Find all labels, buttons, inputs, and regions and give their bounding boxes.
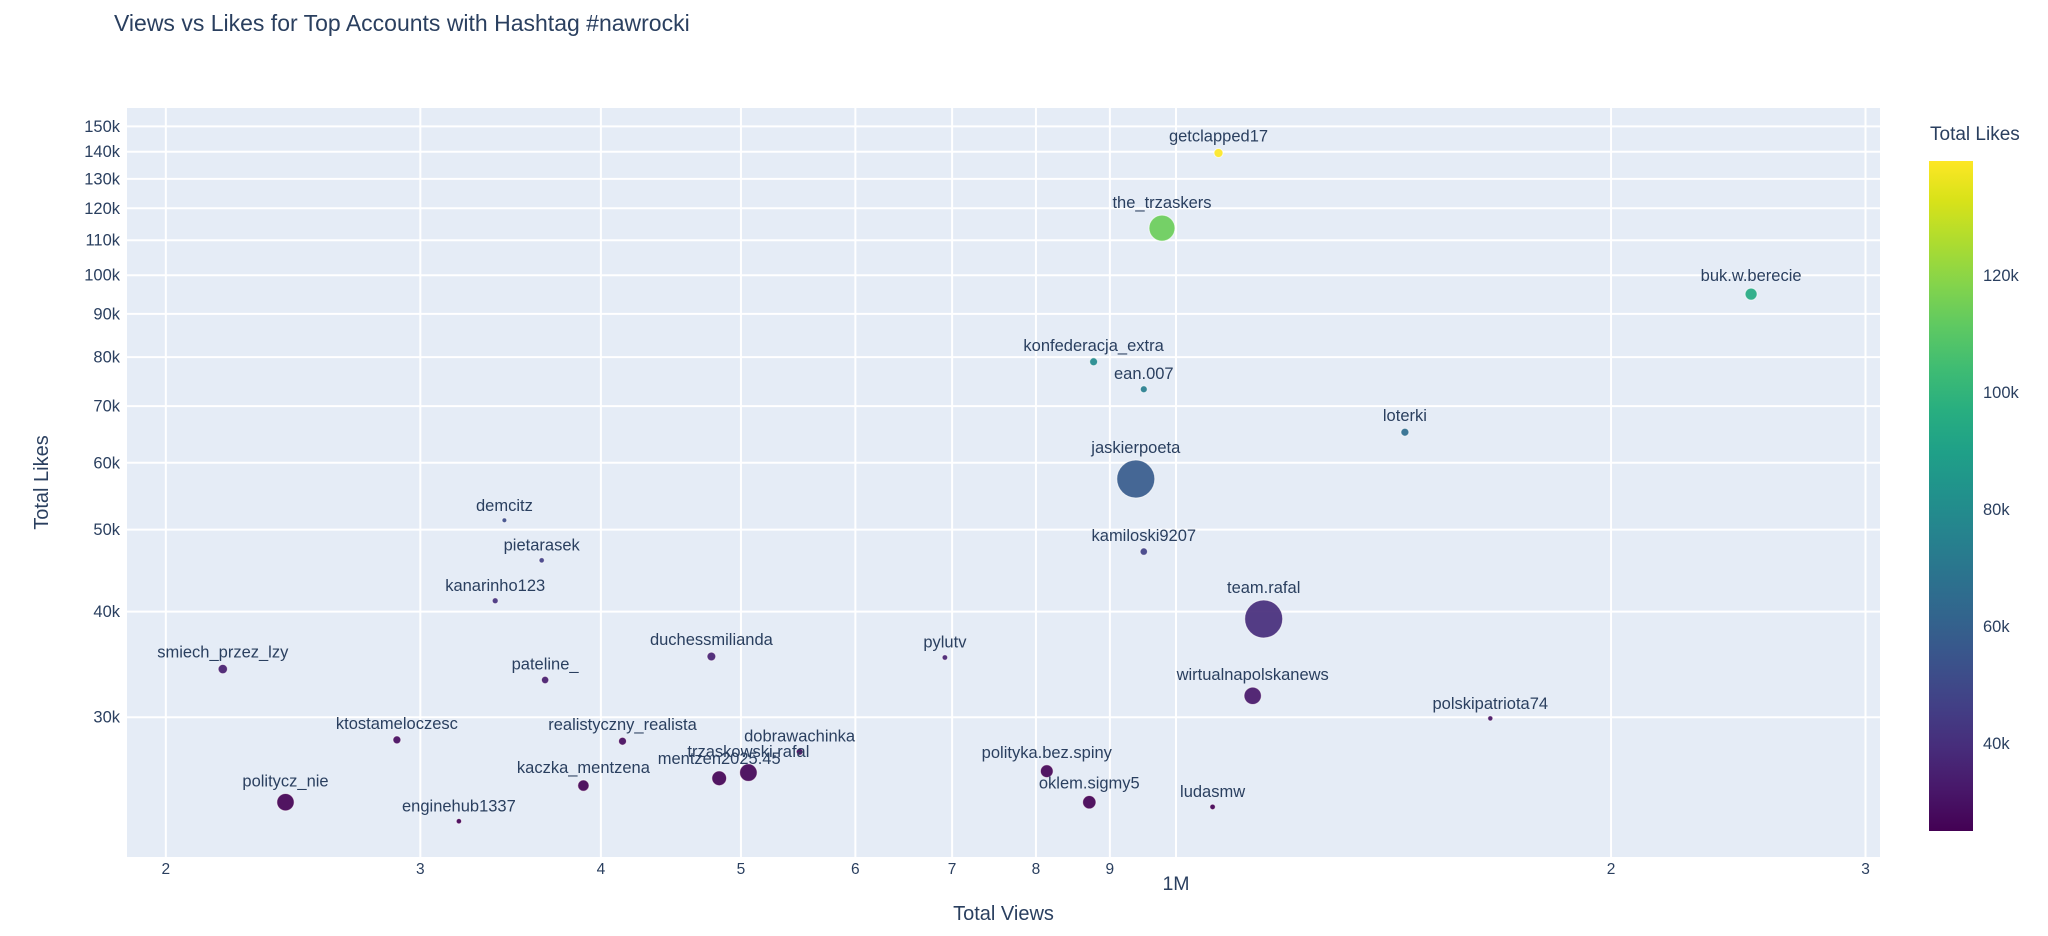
point-label: konfederacja_extra xyxy=(1023,337,1164,355)
point-label: pylutv xyxy=(923,634,967,652)
gridlines xyxy=(127,108,1880,857)
plot-area[interactable] xyxy=(127,108,1880,857)
scatter-point[interactable] xyxy=(1744,287,1758,301)
scatter-point[interactable] xyxy=(739,763,758,782)
scatter-point[interactable] xyxy=(501,517,508,524)
y-tick-label: 80k xyxy=(93,349,120,367)
scatter-point[interactable] xyxy=(1213,148,1224,158)
y-tick-label: 30k xyxy=(93,709,120,727)
point-label: jaskierpoeta xyxy=(1090,439,1181,457)
y-axis-title: Total Likes xyxy=(31,435,53,530)
scatter-point[interactable] xyxy=(455,818,463,825)
scatter-point[interactable] xyxy=(711,770,728,787)
scatter-point[interactable] xyxy=(1082,795,1097,810)
point-label: oklem.sigmy5 xyxy=(1039,775,1140,793)
y-tick-label: 90k xyxy=(93,305,120,323)
colorbar-tick-label: 40k xyxy=(1983,735,2010,753)
x-tick-label: 5 xyxy=(737,861,746,878)
x-tick-label: 3 xyxy=(1861,861,1870,878)
y-tick-label: 140k xyxy=(84,143,121,161)
point-label: the_trzaskers xyxy=(1112,194,1211,212)
point-label: getclapped17 xyxy=(1169,128,1268,146)
point-label: team.rafal xyxy=(1227,579,1300,597)
point-label: ludasmw xyxy=(1180,783,1245,801)
scatter-point[interactable] xyxy=(941,654,949,661)
point-label: duchessmilianda xyxy=(650,631,774,649)
scatter-point[interactable] xyxy=(1116,459,1156,499)
y-tick-label: 50k xyxy=(93,521,120,539)
point-label: polskipatriota74 xyxy=(1433,695,1549,713)
colorbar-tick-label: 120k xyxy=(1983,267,2020,285)
point-label: smiech_przez_lzy xyxy=(157,643,289,661)
x-tick-label: 2 xyxy=(162,861,171,878)
chart-title: Views vs Likes for Top Accounts with Has… xyxy=(114,10,690,36)
scatter-point[interactable] xyxy=(1243,686,1262,705)
x-tick-label: 3 xyxy=(416,861,425,878)
x-tick-label: 1M xyxy=(1162,873,1189,895)
scatter-point[interactable] xyxy=(276,793,295,812)
colorbar-tick-label: 80k xyxy=(1983,501,2010,519)
scatter-point[interactable] xyxy=(1400,427,1410,437)
point-label: ktostameloczesc xyxy=(336,715,458,733)
point-label: ean.007 xyxy=(1114,365,1174,383)
scatter-point[interactable] xyxy=(1039,764,1054,779)
point-label: mentzen2025.45 xyxy=(658,750,781,768)
colorbar-tick-label: 60k xyxy=(1983,618,2010,636)
scatter-point[interactable] xyxy=(1089,357,1099,367)
colorbar-tick-label: 100k xyxy=(1983,384,2020,402)
scatter-point[interactable] xyxy=(217,663,229,675)
y-tick-label: 150k xyxy=(84,118,121,136)
point-label: realistyczny_realista xyxy=(548,716,697,734)
scatter-point[interactable] xyxy=(1244,599,1284,639)
y-tick-label: 100k xyxy=(84,267,121,285)
y-tick-label: 60k xyxy=(93,454,120,472)
scatter-point[interactable] xyxy=(795,747,804,756)
scatter-point[interactable] xyxy=(538,557,545,564)
scatter-point[interactable] xyxy=(540,675,550,685)
x-tick-label: 7 xyxy=(948,861,957,878)
y-tick-label: 70k xyxy=(93,398,120,416)
x-tick-label: 6 xyxy=(851,861,860,878)
scatter-point[interactable] xyxy=(491,597,499,605)
x-axis-title: Total Views xyxy=(953,903,1054,925)
point-label: pateline_ xyxy=(512,655,580,673)
scatter-point[interactable] xyxy=(1487,715,1494,722)
point-label: trzaskowski.rafal xyxy=(687,743,809,761)
scatter-point[interactable] xyxy=(577,779,590,792)
y-tick-label: 110k xyxy=(85,232,120,250)
colorbar-title: Total Likes xyxy=(1930,124,2020,145)
x-tick-label: 4 xyxy=(597,861,606,878)
y-tick-label: 40k xyxy=(93,603,120,621)
point-label: polityka.bez.spiny xyxy=(982,744,1113,762)
point-label: dobrawachinka xyxy=(744,727,856,745)
x-tick-label: 9 xyxy=(1106,861,1115,878)
point-label: kamiloski9207 xyxy=(1092,527,1197,545)
point-label: loterki xyxy=(1383,407,1427,425)
scatter-point[interactable] xyxy=(706,651,717,662)
y-tick-label: 120k xyxy=(84,200,121,218)
scatter-point[interactable] xyxy=(618,736,627,746)
point-label: kanarinho123 xyxy=(445,577,545,595)
scatter-point[interactable] xyxy=(1148,214,1176,242)
point-label: buk.w.berecie xyxy=(1701,267,1802,285)
colorbar xyxy=(1929,161,1973,831)
scatter-point[interactable] xyxy=(392,735,402,745)
point-label: demcitz xyxy=(476,497,533,515)
scatter-point[interactable] xyxy=(1139,385,1148,394)
y-tick-label: 130k xyxy=(84,170,121,188)
point-label: pietarasek xyxy=(504,537,581,555)
scatter-point[interactable] xyxy=(1209,803,1216,811)
scatter-points xyxy=(217,148,1758,825)
point-labels: getclapped17 the_trzaskers buk.w.berecie ko… xyxy=(157,128,1801,816)
x-tick-label: 2 xyxy=(1607,861,1616,878)
point-label: politycz_nie xyxy=(242,773,328,791)
point-label: wirtualnapolskanews xyxy=(1176,666,1329,684)
point-label: enginehub1337 xyxy=(402,798,516,816)
point-label: kaczka_mentzena xyxy=(517,759,651,777)
x-tick-label: 8 xyxy=(1032,861,1041,878)
scatter-point[interactable] xyxy=(1139,547,1149,556)
